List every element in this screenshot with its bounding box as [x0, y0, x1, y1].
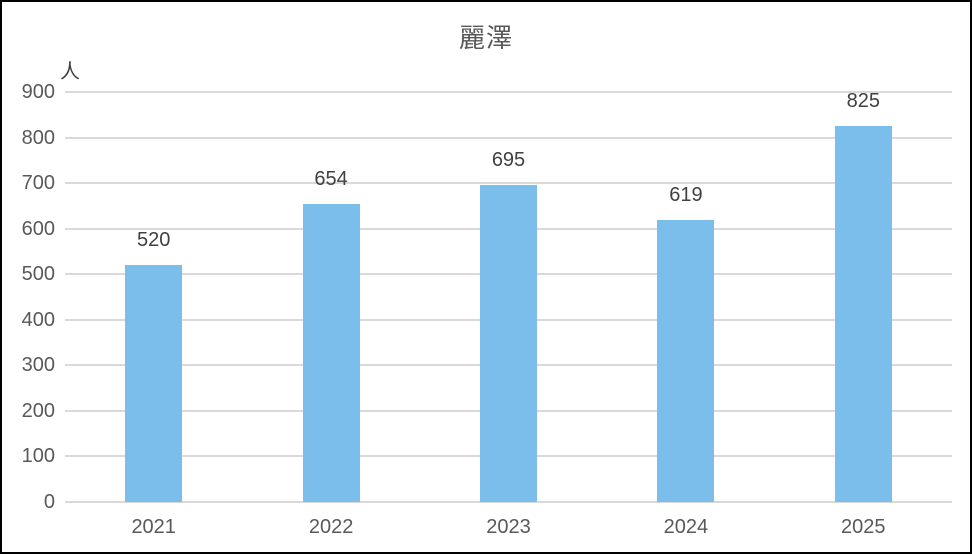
y-tick-label: 100: [21, 445, 55, 468]
bar: [302, 204, 360, 502]
gridline: [65, 501, 952, 503]
bar-value-label: 520: [137, 229, 171, 252]
plot-area: 520 654 695 619 825: [65, 90, 952, 503]
y-axis-unit-label: 人: [60, 61, 80, 83]
x-tick-label: 2021: [131, 516, 176, 538]
y-tick-label: 900: [21, 81, 55, 103]
y-tick-label: 500: [21, 263, 55, 286]
y-axis-tick-labels: 0 100 200 300 400 500 600 700 800 900: [2, 2, 55, 552]
gridline: [65, 136, 952, 139]
y-tick-label: 800: [21, 126, 55, 149]
gridline: [65, 91, 952, 93]
bar: [834, 126, 892, 502]
y-tick-label: 200: [21, 399, 55, 422]
y-tick-label: 0: [43, 491, 55, 513]
x-tick-label: 2025: [841, 516, 886, 538]
y-tick-label: 600: [21, 217, 55, 240]
bar-value-label: 654: [314, 168, 348, 191]
x-tick-label: 2023: [486, 516, 531, 538]
x-tick-label: 2024: [663, 516, 709, 538]
bar: [480, 185, 537, 502]
gridline: [65, 182, 952, 185]
bar: [125, 265, 183, 502]
bar-value-label: 825: [846, 90, 880, 113]
y-tick-label: 700: [21, 172, 55, 195]
x-tick-label: 2022: [308, 516, 354, 538]
x-axis-tick-labels: 2021 2022 2023 2024 2025: [65, 512, 952, 542]
bar-value-label: 619: [669, 184, 703, 207]
bar: [657, 220, 715, 502]
y-tick-label: 400: [21, 308, 55, 331]
bar-value-label: 695: [491, 149, 526, 172]
chart-title: 麗澤: [458, 23, 513, 53]
y-tick-label: 300: [21, 354, 55, 377]
